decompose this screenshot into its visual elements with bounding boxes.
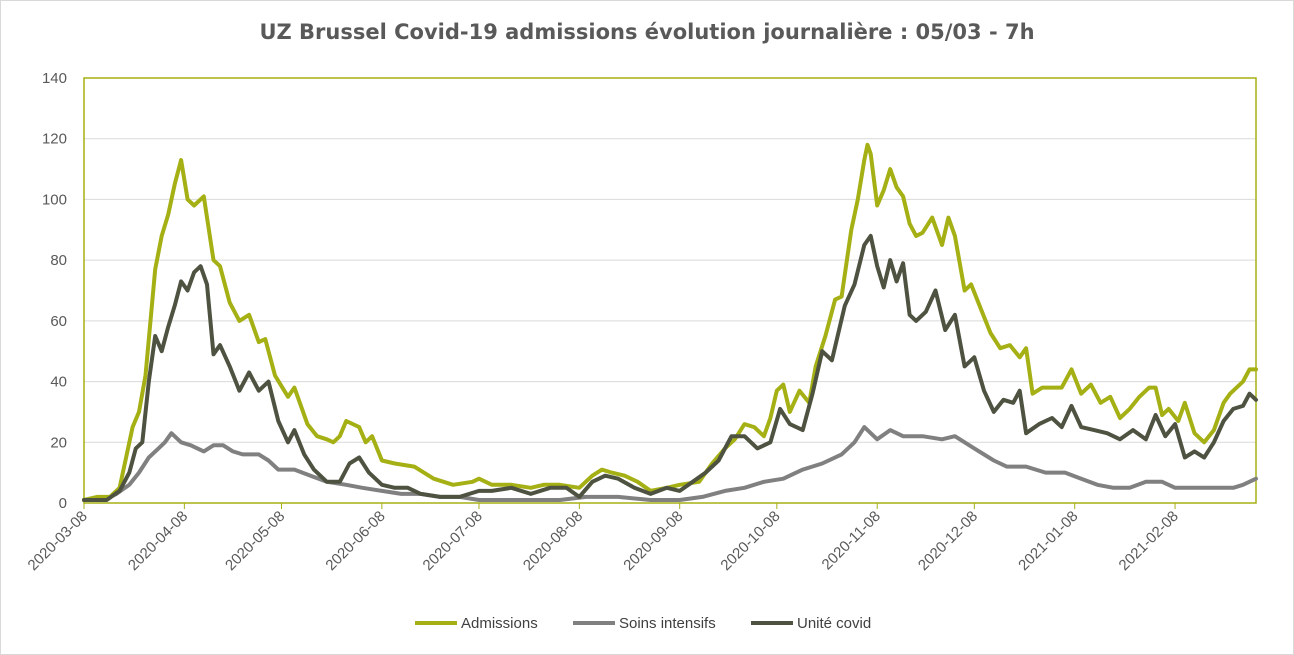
y-tick-label: 20 bbox=[50, 434, 67, 451]
x-axis: 2020-03-08 2020-04-08 2020-05-08 2020-06-08… bbox=[25, 503, 1182, 574]
y-tick-label: 100 bbox=[42, 191, 67, 208]
legend-label: Soins intensifs bbox=[619, 615, 716, 632]
y-tick-label: 120 bbox=[42, 131, 67, 148]
y-tick-label: 40 bbox=[50, 374, 67, 391]
x-tick-label: 2021-01-08 bbox=[1015, 508, 1081, 574]
y-tick-label: 80 bbox=[50, 252, 67, 269]
series-lines bbox=[82, 142, 1258, 502]
series-line-unit-covid bbox=[82, 233, 1258, 502]
gridlines bbox=[84, 138, 1256, 443]
x-tick-label: 2020-04-08 bbox=[125, 508, 191, 574]
x-tick-label: 2020-11-08 bbox=[819, 508, 884, 573]
plot-area-border bbox=[83, 77, 1257, 504]
y-tick-label: 140 bbox=[42, 70, 67, 87]
x-tick-label: 2020-09-08 bbox=[620, 508, 686, 574]
x-tick-label: 2020-07-08 bbox=[420, 508, 486, 574]
x-tick-label: 2020-12-08 bbox=[915, 508, 981, 574]
x-tick-label: 2020-05-08 bbox=[222, 508, 288, 574]
x-tick-label: 2020-03-08 bbox=[25, 508, 91, 574]
y-tick-label: 60 bbox=[50, 313, 67, 330]
legend: Admissions Soins intensifs Unité covid bbox=[415, 615, 871, 632]
x-tick-label: 2020-08-08 bbox=[520, 508, 586, 574]
y-axis: 0 20 40 60 80 100 120 140 bbox=[42, 70, 67, 512]
legend-label: Unité covid bbox=[797, 615, 871, 632]
x-tick-label: 2020-10-08 bbox=[717, 508, 783, 574]
legend-item: Unité covid bbox=[751, 615, 871, 632]
series-line-soins-intensifs bbox=[82, 425, 1258, 502]
legend-label: Admissions bbox=[461, 615, 538, 632]
series-line-admissions bbox=[82, 142, 1258, 502]
chart-title: UZ Brussel Covid-19 admissions évolution… bbox=[259, 20, 1035, 44]
y-tick-label: 0 bbox=[59, 495, 67, 512]
x-tick-label: 2020-06-08 bbox=[322, 508, 388, 574]
legend-item: Admissions bbox=[415, 615, 538, 632]
x-tick-label: 2021-02-08 bbox=[1116, 508, 1182, 574]
legend-item: Soins intensifs bbox=[573, 615, 716, 632]
